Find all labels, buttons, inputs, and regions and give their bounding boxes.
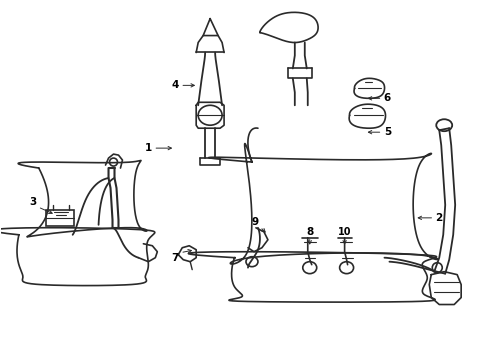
Text: 5: 5: [383, 127, 390, 137]
Text: 10: 10: [337, 227, 351, 237]
Text: 4: 4: [171, 80, 179, 90]
Text: 9: 9: [251, 217, 258, 227]
Bar: [46, 210, 74, 226]
Text: 1: 1: [144, 143, 152, 153]
Text: 3: 3: [29, 197, 37, 207]
Text: 2: 2: [435, 213, 442, 223]
Text: 8: 8: [305, 227, 313, 237]
Text: 7: 7: [171, 253, 179, 263]
Text: 6: 6: [383, 93, 390, 103]
